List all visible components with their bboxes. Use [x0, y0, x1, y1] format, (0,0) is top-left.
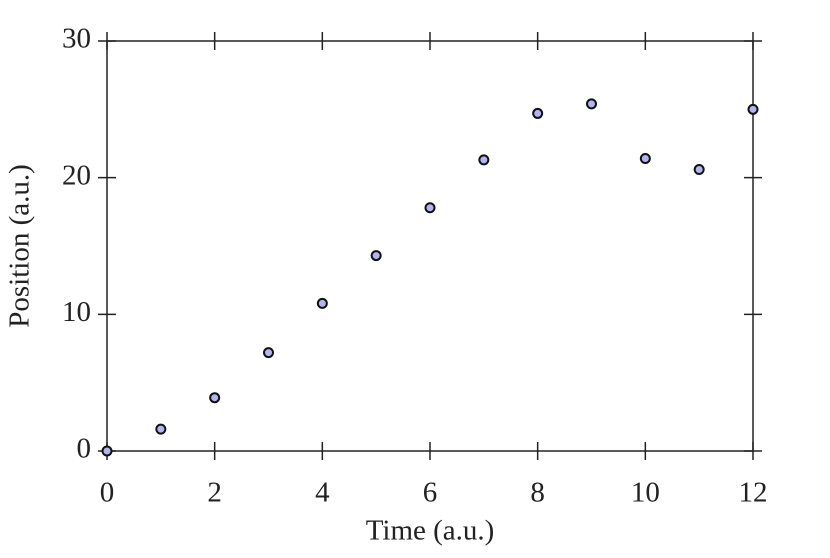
point [424, 202, 436, 214]
y-tick-label: 20 [62, 159, 91, 191]
x-tick-label: 0 [100, 477, 115, 509]
y-axis-label: Position (a.u.) [4, 164, 36, 328]
x-axis-label: Time (a.u.) [366, 515, 495, 547]
x-tick-label: 8 [530, 477, 545, 509]
point [693, 163, 705, 175]
x-tick-label: 4 [315, 477, 330, 509]
x-tick-label: 6 [423, 477, 438, 509]
y-tick-label: 0 [77, 433, 92, 465]
point [209, 392, 221, 404]
point [263, 347, 274, 359]
point [370, 250, 382, 262]
y-tick-label: 10 [62, 296, 91, 328]
point [586, 98, 597, 110]
point [155, 423, 167, 435]
point [532, 107, 544, 119]
plot-frame [106, 40, 754, 452]
y-tick-label: 30 [62, 23, 91, 55]
x-tick-label: 10 [631, 477, 660, 509]
point [639, 153, 651, 165]
x-tick-label: 2 [207, 477, 222, 509]
x-tick-label: 12 [739, 477, 768, 509]
point [747, 103, 759, 115]
point [101, 445, 113, 457]
point [316, 297, 328, 309]
point [478, 154, 490, 166]
